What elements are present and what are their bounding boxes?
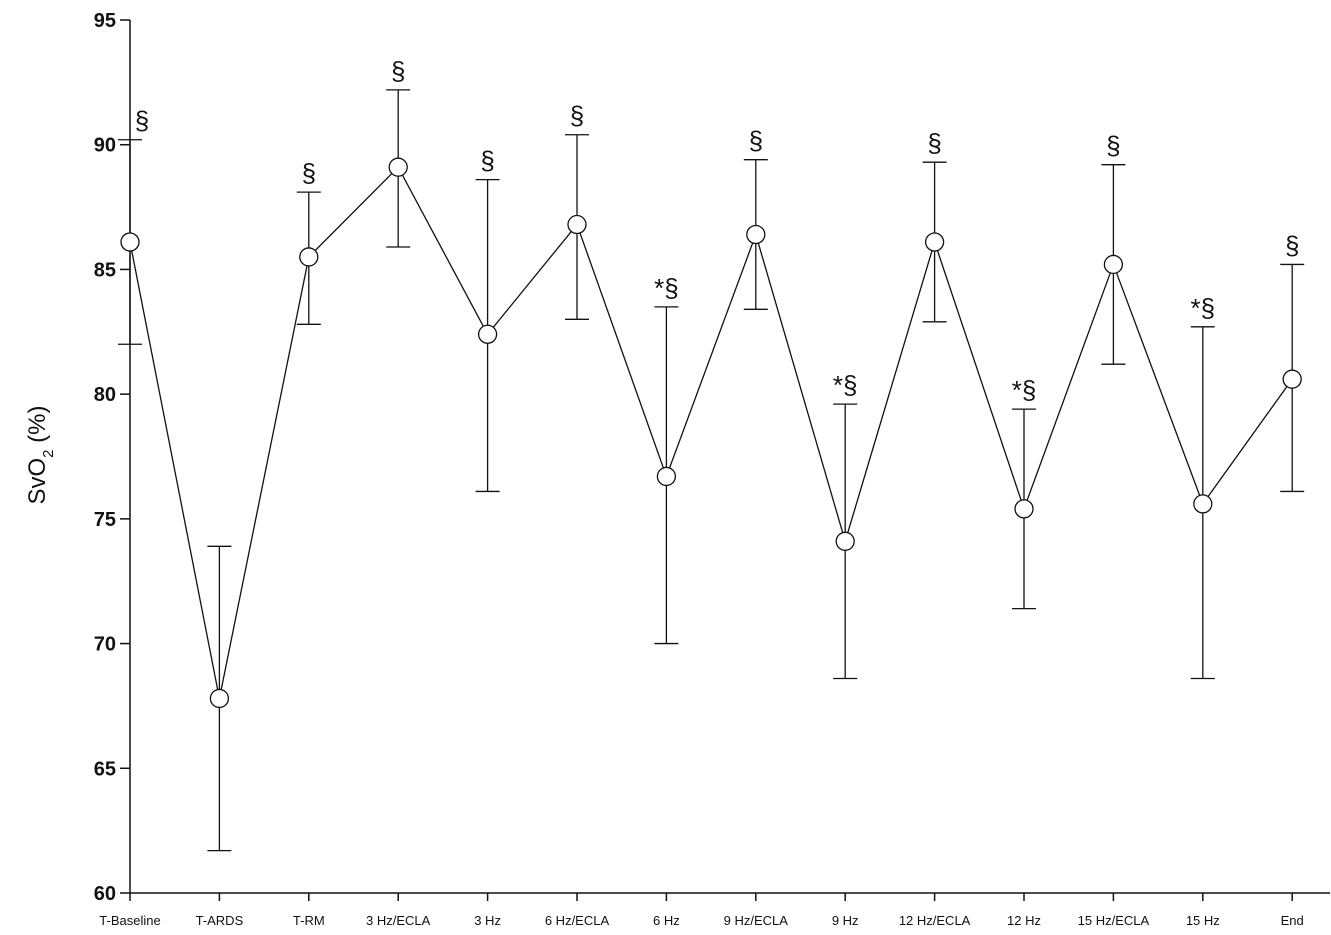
data-point [1282,369,1302,389]
x-tick-label: 6 Hz [653,913,680,928]
significance-marker: *§ [1012,375,1037,405]
x-tick-label: 12 Hz/ECLA [899,913,971,928]
x-tick-label: T-RM [293,913,325,928]
data-point [1014,499,1034,519]
y-axis-label-subscript: 2 [40,449,57,457]
x-tick-label: 12 Hz [1007,913,1041,928]
x-tick-label: 3 Hz [474,913,501,928]
data-point [746,224,766,245]
y-tick-label: 60 [94,883,116,905]
data-point [299,247,319,267]
y-tick-label: 75 [94,509,116,531]
x-tick-label: End [1281,913,1304,928]
significance-annotations: § § § § § *§ § *§ § *§ § *§ § [135,56,1300,405]
data-point [924,232,945,252]
x-tick-label: 9 Hz [832,913,859,928]
y-tick-label: 95 [94,10,116,32]
y-tick-label: 65 [94,758,116,780]
data-point [209,688,230,709]
y-tick-label: 80 [94,384,116,406]
significance-marker: § [927,128,941,158]
significance-marker: § [1106,131,1120,161]
significance-marker: § [480,146,494,176]
significance-marker: § [302,158,316,188]
data-point [120,232,140,252]
y-tick-label: 70 [94,634,116,656]
data-point [1103,254,1124,275]
significance-marker: § [391,56,405,86]
data-point [567,214,587,235]
series-line-group [129,166,1293,699]
x-tick-label: T-ARDS [196,913,244,928]
x-tick-label: 3 Hz/ECLA [366,913,431,928]
y-axis-label: SvO2 (%) [24,405,57,504]
significance-marker: § [749,126,763,156]
data-points [120,157,1302,709]
error-bars [118,89,1305,852]
x-tick-label: T-Baseline [99,913,160,928]
data-point [656,466,677,487]
data-point [1193,494,1213,514]
series-line [129,166,1293,699]
significance-marker: *§ [654,273,679,303]
significance-marker: *§ [833,370,858,400]
x-tick-label: 15 Hz/ECLA [1078,913,1150,928]
x-tick-label: 15 Hz [1186,913,1220,928]
y-axis-label-unit: (%) [24,405,51,449]
y-tick-label: 90 [94,135,116,157]
x-tick-label: 6 Hz/ECLA [545,913,610,928]
axes: 60 65 70 75 80 85 90 95 T-Baseline T-ARDS T-RM 3 Hz… [94,10,1330,928]
data-point [835,531,855,551]
significance-marker: § [1285,230,1299,260]
data-point [477,324,498,344]
data-point [388,157,408,177]
y-tick-label: 85 [94,259,116,281]
significance-marker: *§ [1191,293,1216,323]
x-tick-label: 9 Hz/ECLA [724,913,789,928]
significance-marker: § [570,101,584,131]
significance-marker: § [135,106,149,136]
